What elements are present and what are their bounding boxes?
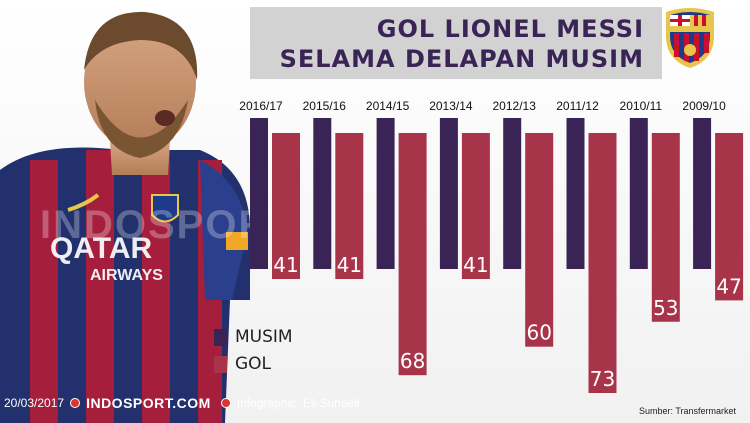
football-icon — [70, 398, 81, 408]
goal-value-label: 41 — [273, 253, 298, 277]
season-tick-label: 2011/12 — [556, 99, 599, 113]
season-tick-label: 2015/16 — [303, 99, 347, 113]
season-bar — [376, 118, 395, 269]
goal-bar — [588, 133, 617, 393]
footer: 20/03/2017 INDOSPORT.COM Infographic: El… — [4, 393, 360, 413]
season-tick-label: 2013/14 — [429, 99, 473, 113]
chart-title-line-1: GOL LIONEL MESSI — [376, 15, 644, 43]
season-bar — [566, 118, 585, 269]
goal-value-label: 53 — [653, 296, 678, 320]
legend-swatch-gol — [214, 356, 227, 373]
title-panel: GOL LIONEL MESSI SELAMA DELAPAN MUSIM — [250, 7, 662, 79]
season-tick-label: 2014/15 — [366, 99, 410, 113]
svg-text:QATAR: QATAR — [50, 232, 153, 265]
player-photo: QATAR AIRWAYS — [0, 11, 250, 423]
season-bar — [629, 118, 648, 269]
svg-text:AIRWAYS: AIRWAYS — [90, 267, 163, 284]
goal-value-label: 41 — [337, 253, 362, 277]
chart-title-line-2: SELAMA DELAPAN MUSIM — [279, 45, 644, 73]
footer-date: 20/03/2017 — [4, 396, 65, 410]
season-bar — [250, 118, 268, 269]
season-tick-label: 2012/13 — [493, 99, 537, 113]
goal-value-label: 68 — [400, 349, 425, 373]
goal-bar — [525, 133, 554, 347]
season-tick-label: 2010/11 — [620, 99, 663, 113]
season-bar — [503, 118, 522, 269]
legend-swatch-musim — [214, 329, 227, 346]
goal-value-label: 41 — [463, 253, 488, 277]
season-bar — [313, 118, 332, 269]
goal-value-label: 47 — [716, 274, 741, 298]
goal-bar — [651, 133, 680, 322]
season-bar — [693, 118, 712, 269]
season-tick-label: 2016/17 — [239, 99, 283, 113]
footer-credit: Infographic: Eli Suhaeli — [236, 396, 360, 410]
goal-bar — [398, 133, 427, 376]
legend-label-musim: MUSIM — [235, 327, 293, 347]
footer-brand: INDOSPORT.COM — [86, 395, 211, 411]
fcb-crest-logo — [666, 8, 714, 68]
goal-value-label: 73 — [590, 367, 615, 391]
goal-value-label: 60 — [526, 321, 551, 345]
goal-bar — [461, 133, 490, 280]
season-tick-label: 2009/10 — [682, 99, 726, 113]
goal-bar — [715, 133, 744, 301]
goal-bar — [335, 133, 364, 280]
source-note: Sumber: Transfermarket — [638, 406, 736, 416]
season-bar — [439, 118, 458, 269]
football-icon — [220, 398, 231, 408]
legend-label-gol: GOL — [235, 354, 272, 374]
goal-bar — [272, 133, 300, 280]
